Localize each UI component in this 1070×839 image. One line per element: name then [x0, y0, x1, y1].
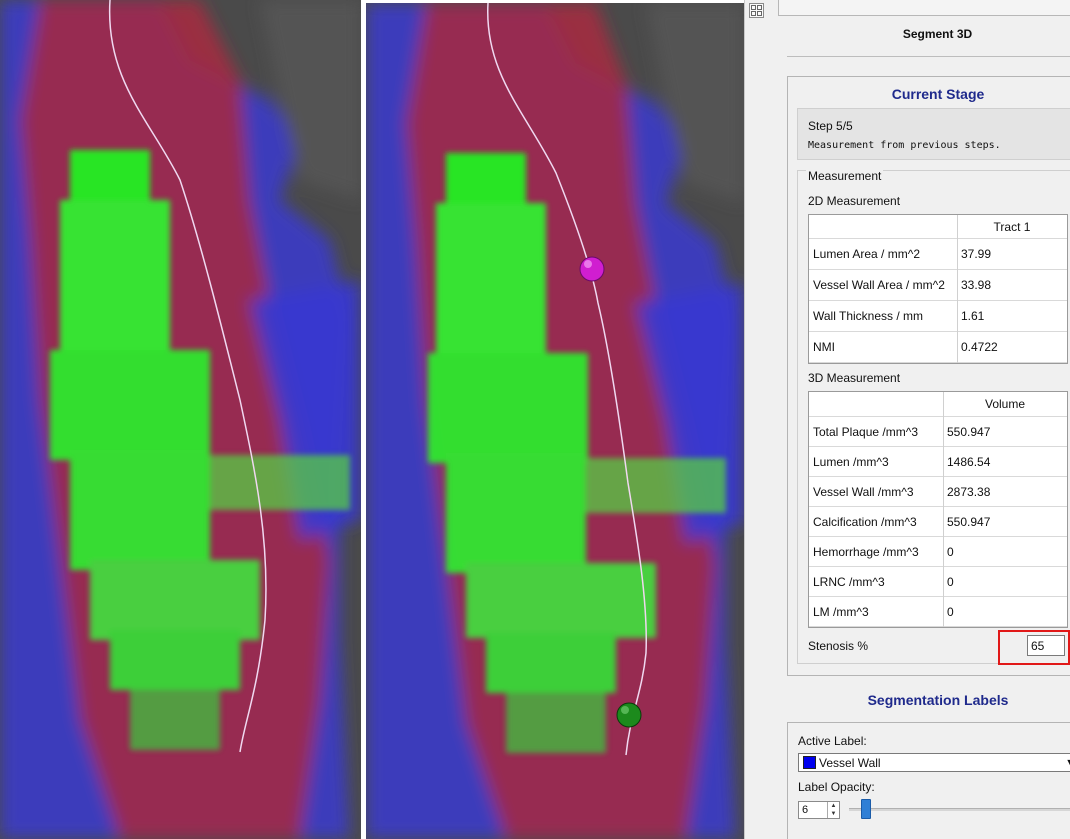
control-panel: Segment 3D Current Stage Step 5/5 Measur…: [744, 0, 1070, 839]
3d-viewport-left[interactable]: [0, 0, 361, 839]
label-opacity-caption: Label Opacity:: [798, 780, 875, 794]
row-value: 550.947: [947, 424, 991, 439]
label-color-swatch: [803, 756, 816, 769]
measurement-group: [797, 170, 1070, 664]
row-value: 1486.54: [947, 454, 991, 469]
module-title: Segment 3D: [902, 27, 973, 41]
step-description: Measurement from previous steps.: [808, 140, 1001, 151]
plaque-block: [110, 630, 240, 690]
table-row: Lumen /mm^3 1486.54: [809, 447, 1067, 477]
measurement-2d-title: 2D Measurement: [808, 194, 901, 208]
active-label-value: Vessel Wall: [819, 756, 881, 770]
row-value: 33.98: [961, 278, 992, 292]
active-label-dropdown[interactable]: Vessel Wall ▼: [798, 753, 1070, 772]
table-row: LM /mm^3 0: [809, 597, 1067, 627]
centerline: [487, 3, 647, 756]
row-value: 550.947: [947, 514, 991, 529]
3d-viewport-right[interactable]: [366, 3, 744, 839]
opacity-slider-handle[interactable]: [860, 799, 871, 819]
row-label: Lumen /mm^3: [813, 454, 889, 469]
end-marker-highlight: [621, 706, 629, 714]
row-label: Total Plaque /mm^3: [813, 424, 919, 439]
start-marker-highlight: [584, 260, 592, 268]
start-marker[interactable]: [579, 256, 605, 282]
gray-region: [260, 0, 361, 200]
measurement-3d-table: Volume Total Plaque /mm^3 550.947 Lumen /mm…: [808, 391, 1068, 628]
table-row: Hemorrhage /mm^3 0: [809, 537, 1067, 567]
opacity-spinbox[interactable]: 6 ▲ ▼: [798, 801, 840, 819]
layout-grid-icon[interactable]: [749, 3, 764, 18]
spin-arrows-icon[interactable]: ▲ ▼: [827, 802, 839, 818]
row-label: NMI: [813, 340, 835, 354]
row-value: 2873.38: [947, 484, 991, 499]
vessel-render-left[interactable]: [0, 0, 361, 839]
plaque-block: [60, 200, 170, 360]
table-row: LRNC /mm^3 0: [809, 567, 1067, 597]
opacity-slider-track[interactable]: [849, 808, 1070, 811]
plaque-block: [436, 203, 546, 363]
column-divider: [943, 392, 944, 627]
row-value: 0: [947, 544, 954, 559]
table-row: Calcification /mm^3 550.947: [809, 507, 1067, 537]
plaque-block: [566, 458, 726, 513]
current-stage-heading: Current Stage: [891, 86, 985, 102]
plaque-block: [428, 353, 588, 463]
column-header: Tract 1: [993, 219, 1031, 234]
stenosis-label: Stenosis %: [808, 639, 869, 653]
row-label: LRNC /mm^3: [813, 574, 885, 589]
table-row: Vessel Wall /mm^3 2873.38: [809, 477, 1067, 507]
active-label-caption: Active Label:: [798, 734, 867, 748]
centerline: [108, 0, 267, 753]
row-label: Calcification /mm^3: [813, 514, 917, 529]
plaque-block: [50, 350, 210, 460]
gray-region: [646, 3, 744, 203]
plaque-block: [466, 563, 656, 638]
stenosis-highlight-box: [998, 630, 1070, 665]
end-marker[interactable]: [616, 702, 642, 728]
table-row: Total Plaque /mm^3 550.947: [809, 417, 1067, 447]
vessel-render-right[interactable]: [366, 3, 744, 839]
column-divider: [957, 215, 958, 363]
measurement-3d-title: 3D Measurement: [808, 371, 901, 385]
plaque-block: [446, 453, 586, 573]
row-label: Hemorrhage /mm^3: [813, 544, 919, 559]
row-value: 0: [947, 574, 954, 589]
row-label: Wall Thickness / mm: [813, 309, 924, 323]
plaque-block: [130, 690, 220, 750]
plaque-block: [486, 633, 616, 693]
stenosis-field[interactable]: 65: [1027, 635, 1065, 656]
step-info-box: Step 5/5 Measurement from previous steps…: [797, 108, 1070, 160]
segmentation-labels-group: [787, 722, 1070, 839]
row-label: Vessel Wall /mm^3: [813, 484, 914, 499]
measurement-group-title: Measurement: [806, 169, 884, 183]
row-value: 0: [947, 604, 954, 619]
viewport-divider: [361, 0, 366, 839]
row-value: 1.61: [961, 309, 985, 323]
row-label: Lumen Area / mm^2: [813, 247, 921, 261]
measurement-2d-table: Tract 1 Lumen Area / mm^2 37.99 Vessel Wall…: [808, 214, 1068, 364]
step-indicator: Step 5/5: [808, 119, 853, 133]
table-row: NMI 0.4722: [809, 332, 1067, 363]
toolbar-strip: [778, 0, 1070, 16]
row-label: Vessel Wall Area / mm^2: [813, 278, 945, 292]
title-separator: [787, 56, 1070, 57]
table-row: Lumen Area / mm^2 37.99: [809, 239, 1067, 270]
opacity-value: 6: [802, 804, 809, 816]
dropdown-arrow-icon[interactable]: ▼: [1063, 754, 1070, 771]
current-stage-group: [787, 76, 1070, 676]
table-row: Vessel Wall Area / mm^2 33.98: [809, 270, 1067, 301]
plaque-block: [90, 560, 260, 640]
row-value: 37.99: [961, 247, 992, 261]
row-label: LM /mm^3: [813, 604, 869, 619]
segmentation-labels-heading: Segmentation Labels: [867, 692, 1009, 708]
plaque-block: [70, 450, 210, 570]
table-header-row: Tract 1: [809, 215, 1067, 239]
table-row: Wall Thickness / mm 1.61: [809, 301, 1067, 332]
column-header: Volume: [984, 397, 1026, 411]
table-header-row: Volume: [809, 392, 1067, 417]
plaque-block: [506, 693, 606, 753]
row-value: 0.4722: [961, 340, 998, 354]
plaque-block: [190, 455, 350, 510]
